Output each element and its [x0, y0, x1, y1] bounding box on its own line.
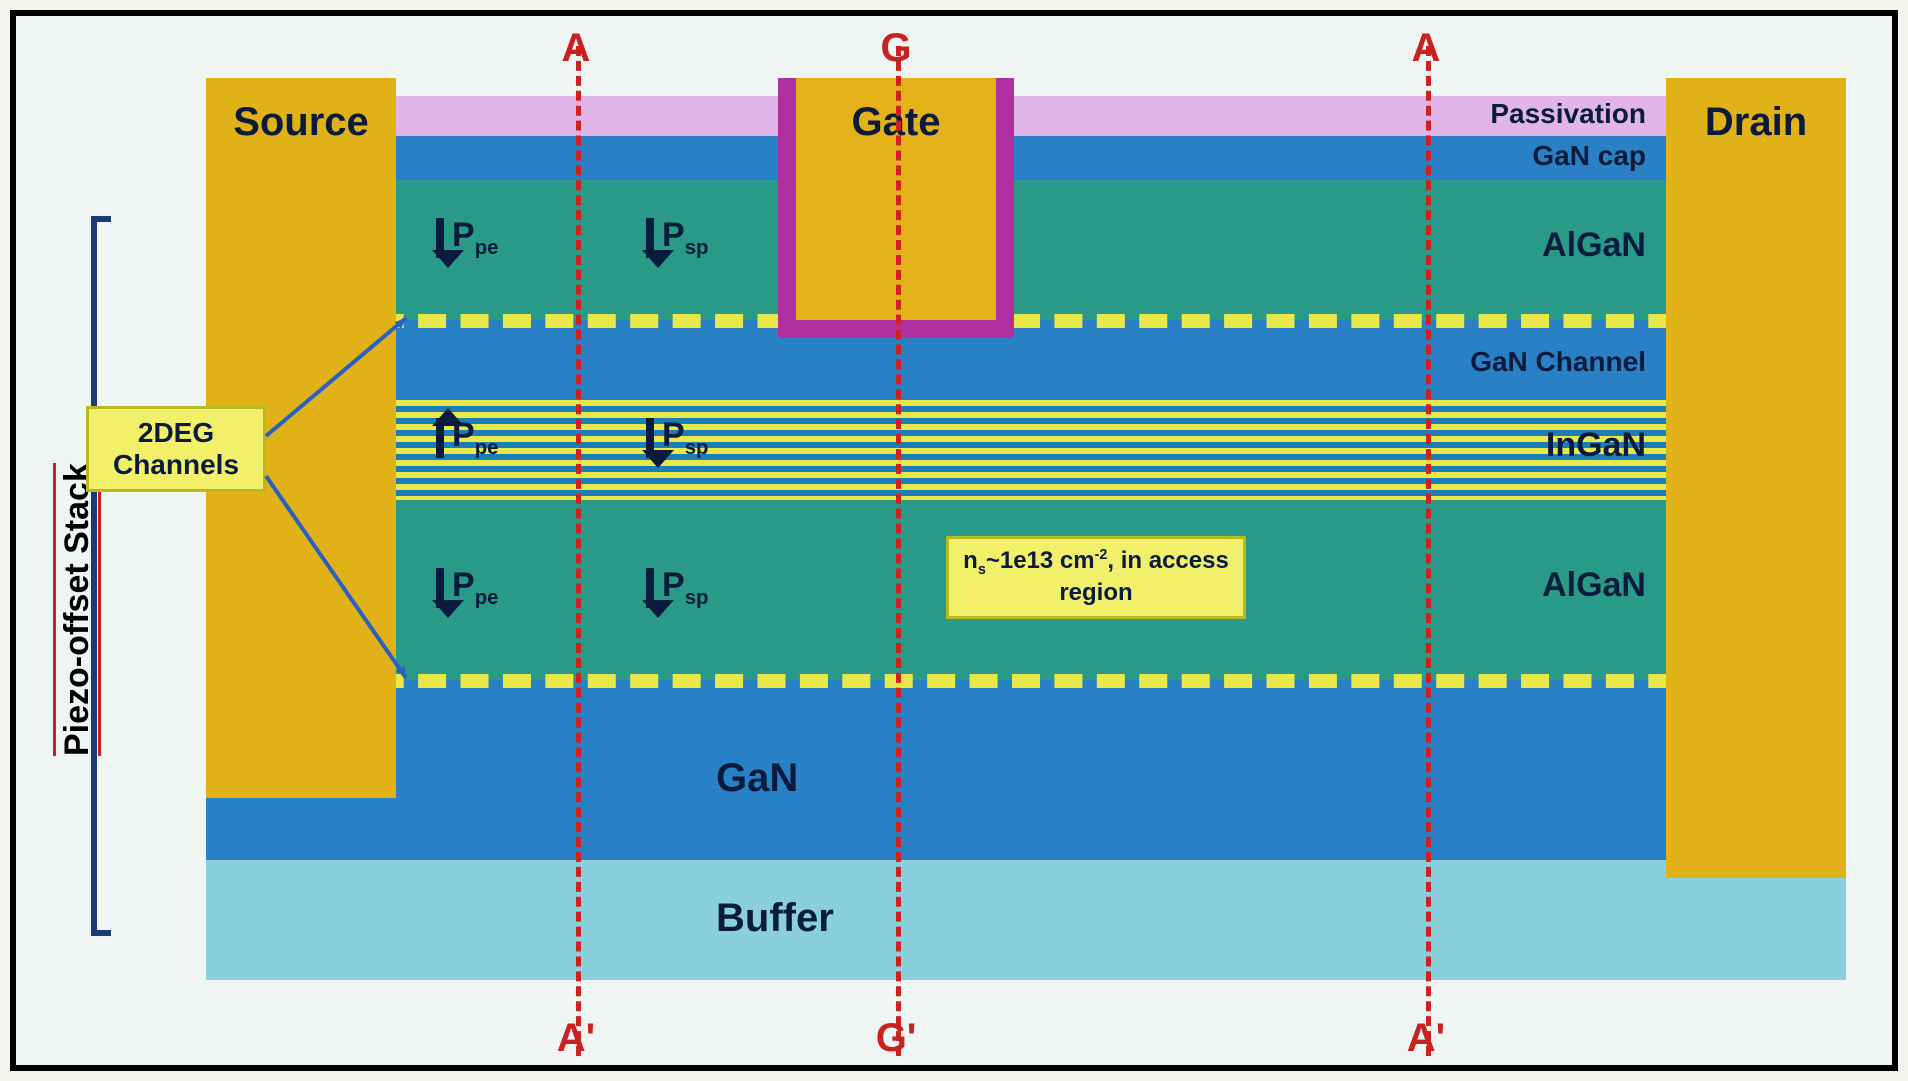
cut-line-A-0	[576, 46, 581, 1056]
layer-label-gan-channel: GaN Channel	[1470, 346, 1646, 378]
cut-label-bot-2: A'	[1407, 1016, 1445, 1061]
piezo-stack-bracket	[91, 216, 111, 936]
p-pe-arrow-0: Ppe	[436, 216, 498, 260]
layer-label-gan: GaN	[716, 756, 1336, 801]
diagram-frame: Piezo-offset Stack PassivationGaN capAlG…	[10, 10, 1898, 1071]
p-sp-arrow-1: Psp	[646, 416, 708, 460]
ns-density-note: ns~1e13 cm-2, in access region	[946, 536, 1246, 619]
p-pe-arrow-1: Ppe	[436, 416, 498, 460]
p-sp-arrow-0: Psp	[646, 216, 708, 260]
2deg-channels-callout: 2DEGChannels	[86, 406, 266, 492]
cut-line-A-2	[1426, 46, 1431, 1056]
cut-label-bot-0: A'	[557, 1016, 595, 1061]
p-sp-arrow-2: Psp	[646, 566, 708, 610]
2deg-line-0	[206, 314, 1846, 328]
cut-label-top-1: G	[880, 26, 911, 71]
layer-label-passivation: Passivation	[1490, 98, 1646, 130]
layer-label-algan-bot: AlGaN	[1542, 566, 1646, 605]
cut-line-G-1	[896, 46, 901, 1056]
layer-label-algan-top: AlGaN	[1542, 226, 1646, 265]
2deg-line-1	[206, 674, 1846, 688]
layer-label-buffer: Buffer	[716, 896, 1336, 941]
device-cross-section: Passivation GaN cap AlGaN GaN Channel InGaN A…	[206, 96, 1846, 1016]
cut-label-top-0: A	[562, 26, 591, 71]
p-pe-arrow-2: Ppe	[436, 566, 498, 610]
layer-label-gan-cap: GaN cap	[1532, 140, 1646, 172]
layer-label-ingan: InGaN	[1546, 426, 1646, 465]
cut-label-top-2: A	[1412, 26, 1441, 71]
cut-label-bot-1: G'	[876, 1016, 917, 1061]
drain-electrode: Drain	[1666, 78, 1846, 878]
